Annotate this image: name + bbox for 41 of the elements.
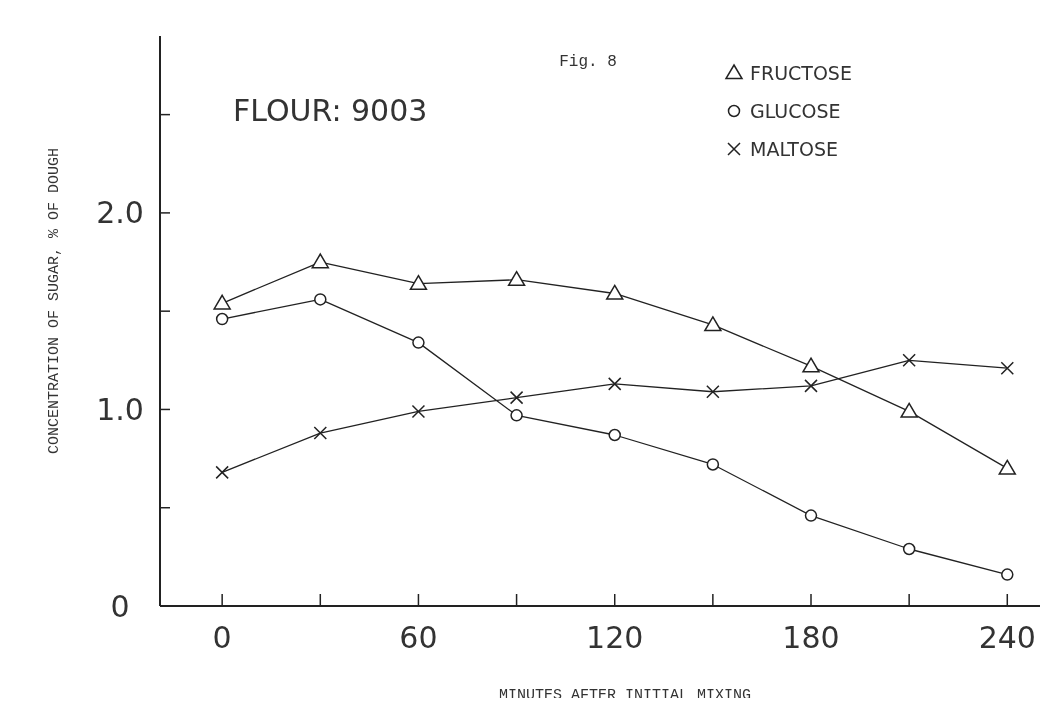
y-axis-title: CONCENTRATION OF SUGAR, % OF DOUGH: [46, 147, 63, 455]
x-tick-label: 240: [978, 620, 1036, 655]
y-tick-label: 1.0: [96, 391, 144, 427]
point: [902, 542, 916, 556]
y-tick-label: 2.0: [96, 195, 144, 231]
point: [704, 316, 722, 332]
point: [409, 274, 428, 291]
point: [510, 409, 523, 422]
point: [1001, 568, 1014, 581]
point: [311, 253, 330, 269]
point: [998, 459, 1017, 475]
point: [608, 428, 621, 442]
point: [509, 390, 524, 405]
point: [607, 377, 622, 391]
x-tick-label: 60: [399, 620, 438, 655]
point: [313, 426, 328, 440]
point: [900, 402, 918, 418]
point: [804, 509, 818, 522]
point: [706, 458, 720, 471]
legend-label: FRUCTOSE: [750, 61, 852, 84]
x-tick-label: 180: [782, 620, 840, 655]
x-tick-label: 120: [586, 620, 644, 655]
y-tick-label: 0: [110, 588, 130, 624]
point: [706, 385, 720, 399]
point: [215, 465, 229, 480]
point: [1000, 361, 1015, 375]
point: [213, 294, 231, 310]
point: [215, 312, 229, 326]
point: [605, 284, 624, 300]
annotation: FLOUR: 9003: [233, 92, 428, 128]
point: [804, 379, 818, 393]
point: [507, 270, 526, 287]
point: [412, 336, 425, 349]
point: [802, 357, 820, 373]
point: [314, 293, 327, 306]
legend-label: GLUCOSE: [750, 99, 841, 122]
point: [411, 404, 426, 419]
x-tick-label: 0: [212, 620, 232, 655]
legend-label: MALTOSE: [750, 137, 838, 160]
annotation: Fig. 8: [559, 53, 617, 71]
point: [902, 353, 916, 368]
